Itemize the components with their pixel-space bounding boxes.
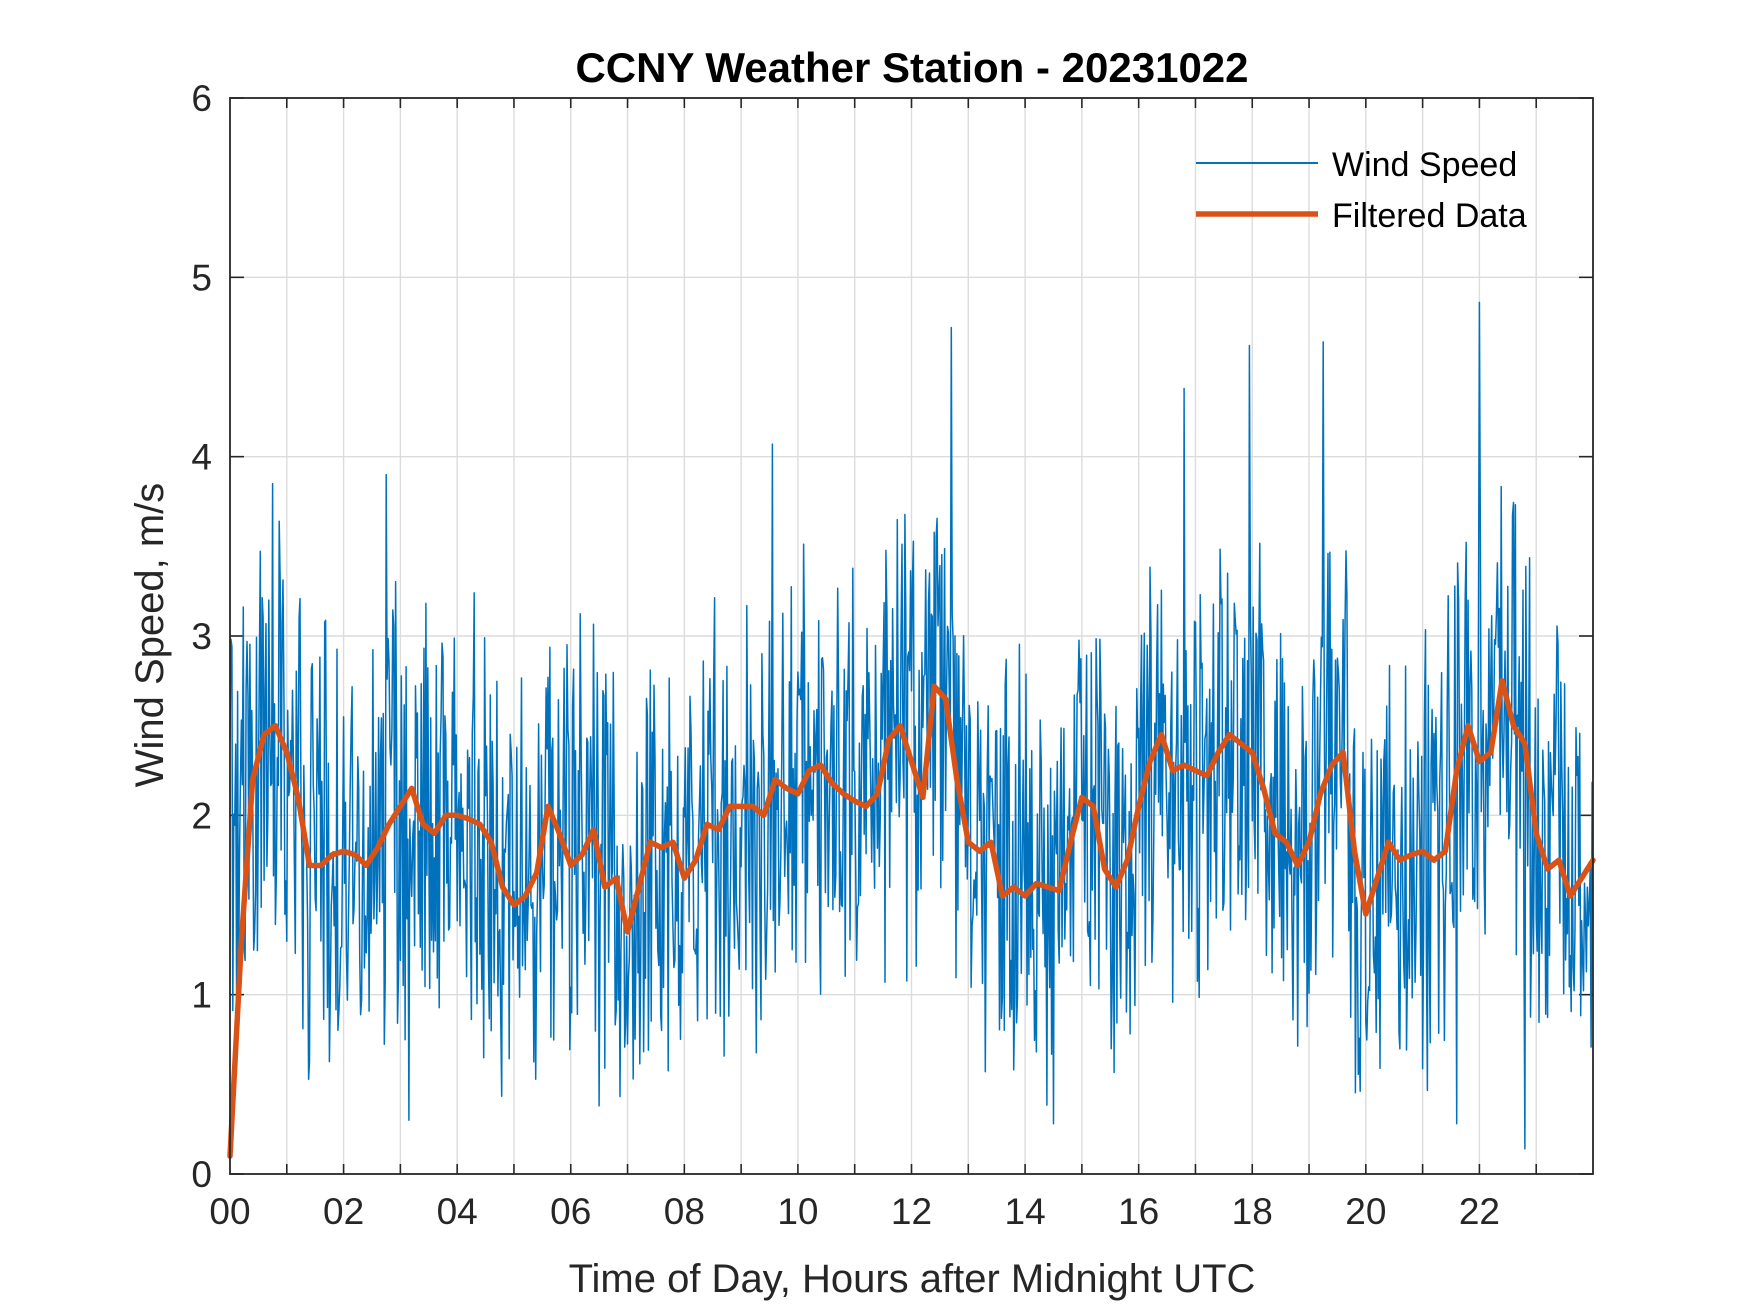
filtered-data-series	[227, 678, 1596, 1159]
y-tick-label: 1	[191, 975, 212, 1016]
plot-frame	[229, 97, 1594, 1175]
x-tick-label: 02	[323, 1191, 364, 1232]
x-axis-label: Time of Day, Hours after Midnight UTC	[569, 1257, 1256, 1301]
x-tick-label: 04	[437, 1191, 478, 1232]
x-tick-label: 14	[1005, 1191, 1046, 1232]
x-tick-label: 12	[891, 1191, 932, 1232]
legend-filtered-data-label: Filtered Data	[1332, 197, 1527, 235]
wind-speed-series	[229, 301, 1593, 1150]
y-tick-label: 6	[191, 78, 212, 119]
y-tick-label: 0	[191, 1154, 212, 1195]
x-tick-label: 22	[1459, 1191, 1500, 1232]
x-axis-ticks: 00 02 04 06 08 10 12 14 16 18 20 22	[209, 1191, 1500, 1232]
y-tick-label: 3	[191, 616, 212, 657]
x-tick-label: 20	[1345, 1191, 1386, 1232]
x-tick-label: 00	[209, 1191, 250, 1232]
y-axis-ticks: 0 1 2 3 4 5 6	[191, 78, 212, 1195]
y-tick-label: 2	[191, 795, 212, 836]
x-tick-label: 16	[1118, 1191, 1159, 1232]
filtered-data-line	[227, 678, 1596, 1159]
legend: Wind Speed Filtered Data	[1196, 146, 1527, 235]
x-tick-label: 08	[664, 1191, 705, 1232]
y-tick-label: 5	[191, 257, 212, 298]
y-tick-label: 4	[191, 437, 212, 478]
x-tick-label: 18	[1232, 1191, 1273, 1232]
x-tick-label: 06	[550, 1191, 591, 1232]
wind-speed-line	[229, 301, 1593, 1150]
y-axis-label: Wind Speed, m/s	[128, 483, 172, 788]
legend-wind-speed-label: Wind Speed	[1332, 146, 1517, 184]
chart-title: CCNY Weather Station - 20231022	[575, 44, 1248, 91]
x-tick-label: 10	[777, 1191, 818, 1232]
